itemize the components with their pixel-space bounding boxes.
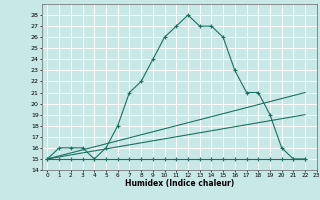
X-axis label: Humidex (Indice chaleur): Humidex (Indice chaleur): [124, 179, 234, 188]
